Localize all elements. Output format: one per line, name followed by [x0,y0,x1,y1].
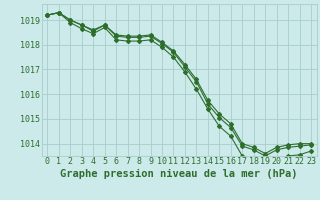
X-axis label: Graphe pression niveau de la mer (hPa): Graphe pression niveau de la mer (hPa) [60,169,298,179]
